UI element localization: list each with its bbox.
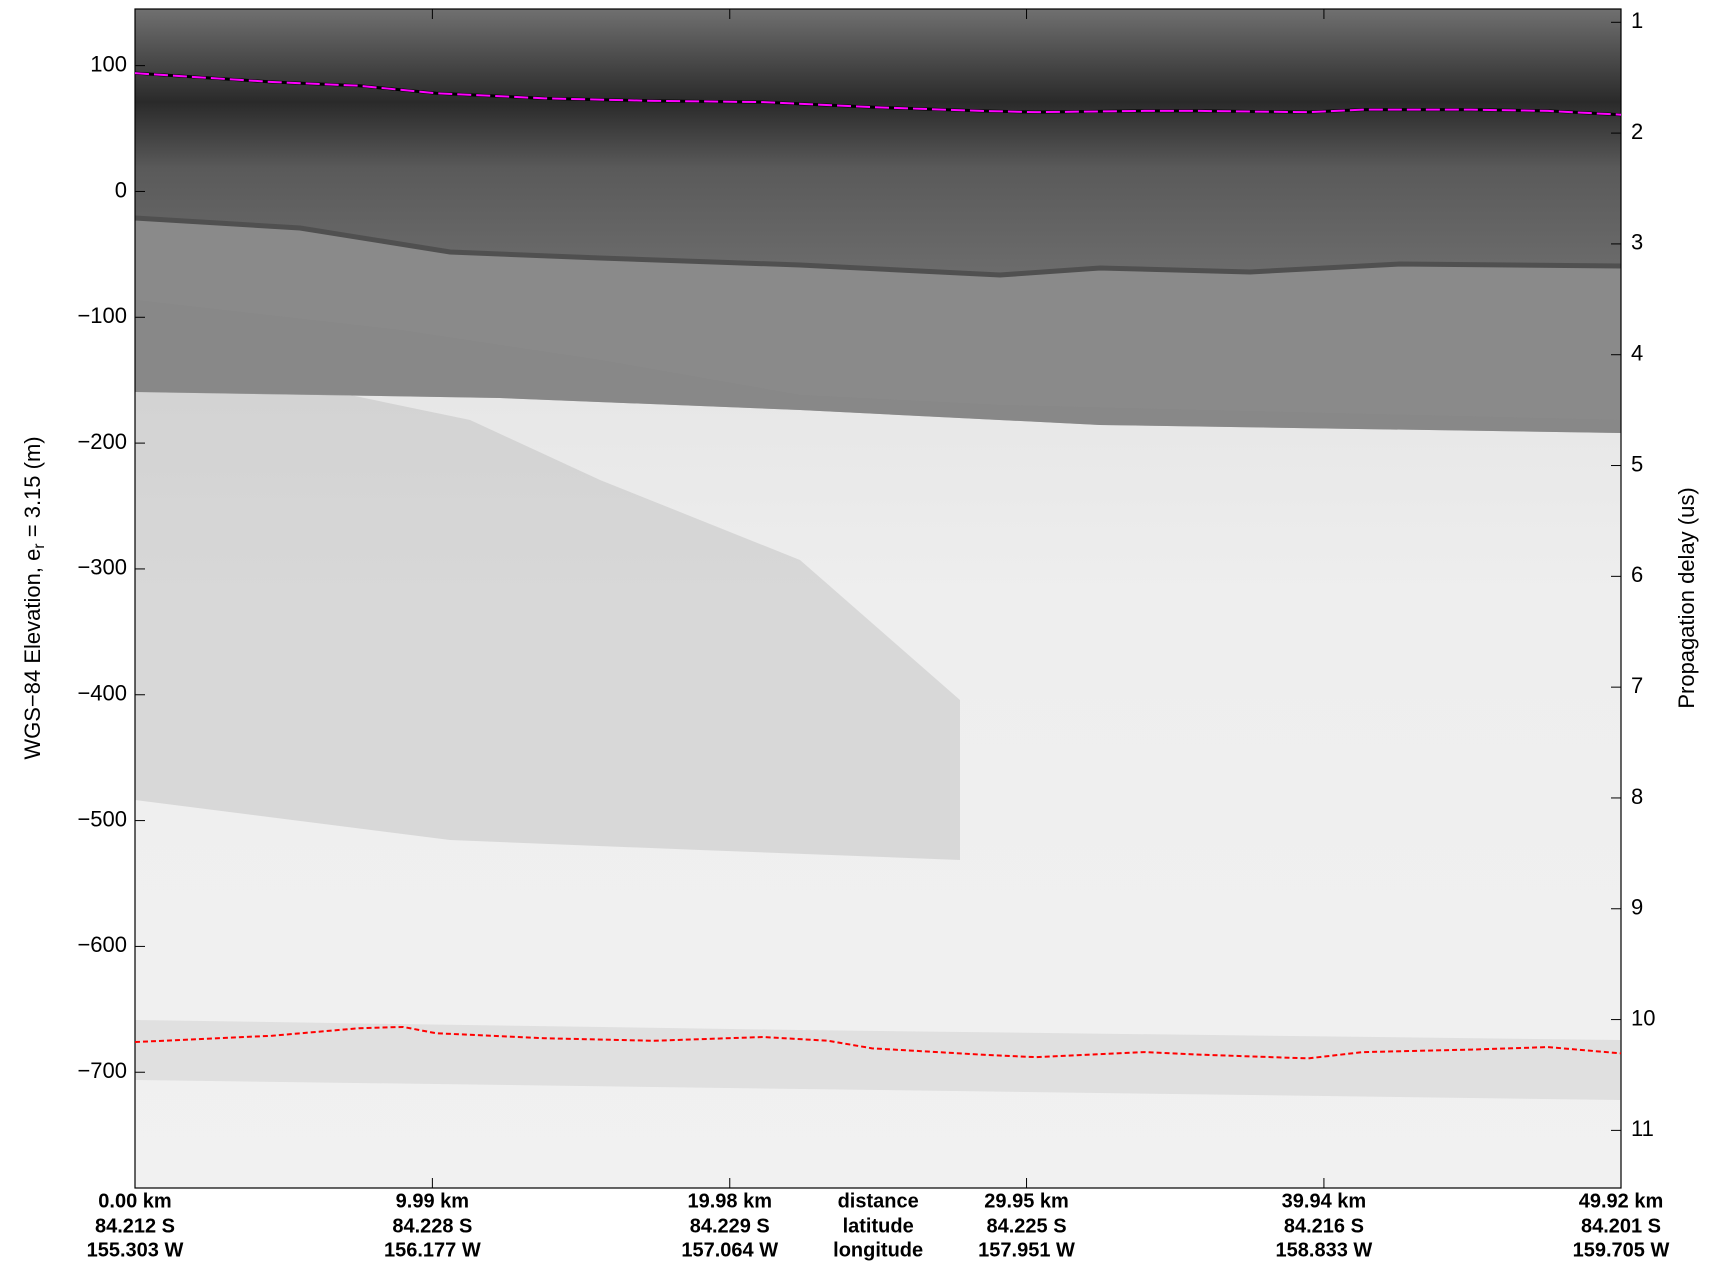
y2-tick-label: 6 [1631,562,1643,587]
latitude-label: 84.229 S [690,1215,770,1237]
latitude-label: 84.212 S [95,1215,175,1237]
latitude-label: 84.201 S [1581,1215,1661,1237]
x-tick-label: 29.95 km [984,1190,1069,1212]
x-tick-label: 19.98 km [687,1190,772,1212]
longitude-label: 158.833 W [1276,1239,1373,1261]
y2-tick-label: 5 [1631,451,1643,476]
y2-tick-label: 2 [1631,119,1643,144]
longitude-label: 157.951 W [978,1239,1075,1261]
row-label: latitude [843,1215,914,1237]
x-tick-label: 9.99 km [396,1190,469,1212]
longitude-label: 156.177 W [384,1239,481,1261]
y2-axis-label: Propagation delay (us) [1674,487,1699,708]
y2-tick-label: 9 [1631,895,1643,920]
y-tick-label: −400 [77,681,127,706]
y-axis-label: WGS−84 Elevation, er = 3.15 (m) [20,436,48,759]
y2-tick-label: 1 [1631,8,1643,33]
latitude-label: 84.225 S [987,1215,1067,1237]
y-tick-label: −200 [77,429,127,454]
longitude-label: 159.705 W [1573,1239,1670,1261]
y2-tick-label: 3 [1631,230,1643,255]
x-tick-label: 39.94 km [1282,1190,1367,1212]
y-tick-label: −300 [77,555,127,580]
latitude-label: 84.216 S [1284,1215,1364,1237]
y2-tick-label: 11 [1631,1116,1654,1141]
row-label: longitude [833,1239,923,1261]
line [134,72,1622,116]
x-tick-label: 49.92 km [1579,1190,1664,1212]
row-label: distance [838,1190,919,1212]
y-tick-label: −600 [77,932,127,957]
line [134,1025,1622,1060]
y-tick-label: −100 [77,303,127,328]
y2-tick-label: 7 [1631,673,1643,698]
y-tick-label: −500 [77,806,127,831]
y-tick-label: 0 [115,177,127,202]
plot-frame [134,8,1622,1189]
longitude-label: 157.064 W [681,1239,778,1261]
y-tick-label: −700 [77,1058,127,1083]
longitude-label: 155.303 W [87,1239,184,1261]
echogram [134,9,1622,1188]
latitude-label: 84.228 S [392,1215,472,1237]
y2-tick-label: 4 [1631,341,1643,366]
x-tick-label: 0.00 km [98,1190,171,1212]
y2-tick-label: 8 [1631,784,1643,809]
y-tick-label: 100 [90,51,127,76]
y2-tick-label: 10 [1631,1005,1655,1030]
